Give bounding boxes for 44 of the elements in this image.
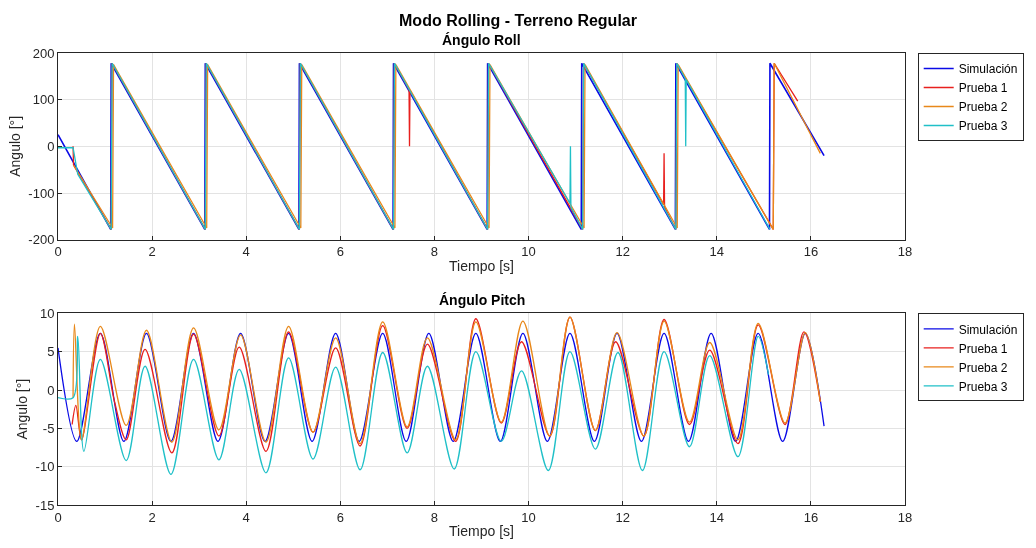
y-tick-label: -100	[28, 185, 55, 201]
x-tick-label: 2	[148, 509, 156, 525]
x-tick-label: 2	[148, 244, 156, 260]
x-tick-label: 18	[897, 509, 913, 525]
x-tick-label: 6	[336, 244, 344, 260]
x-tick-label: 16	[803, 244, 819, 260]
x-tick-label: 4	[242, 244, 250, 260]
y-axis-title: Angulo [°]	[14, 378, 31, 440]
y-tick-label: 200	[32, 45, 55, 61]
x-tick-label: 8	[430, 244, 439, 260]
x-tick-label: 6	[336, 509, 344, 525]
y-tick-label: 10	[39, 305, 55, 321]
y-tick-label: 100	[32, 92, 55, 108]
legend-label: Prueba 3	[958, 119, 1008, 134]
y-tick-label: 5	[47, 344, 55, 360]
legend-label: Prueba 2	[958, 100, 1008, 115]
legend-label: Prueba 3	[958, 379, 1008, 394]
chart-title: Modo Rolling - Terreno Regular	[399, 11, 637, 29]
x-tick-label: 14	[709, 509, 725, 525]
legend-label: Prueba 2	[958, 360, 1008, 375]
x-tick-label: 16	[803, 509, 819, 525]
y-tick-label: -10	[35, 459, 55, 475]
chart-subtitle: Ángulo Roll	[442, 32, 521, 48]
x-tick-label: 12	[615, 244, 630, 260]
x-axis-title: Tiempo [s]	[449, 257, 514, 274]
x-tick-label: 10	[521, 509, 536, 525]
y-tick-label: 0	[47, 138, 55, 154]
y-axis-title: Angulo [°]	[6, 115, 23, 177]
legend-label: Prueba 1	[958, 81, 1008, 96]
x-tick-label: 4	[242, 509, 250, 525]
legend-label: Simulación	[958, 322, 1018, 337]
x-tick-label: 18	[897, 244, 913, 260]
x-tick-label: 10	[521, 244, 536, 260]
legend-label: Prueba 1	[958, 341, 1008, 356]
y-tick-label: -5	[42, 420, 55, 436]
y-tick-label: -200	[28, 232, 55, 248]
x-axis-title: Tiempo [s]	[449, 522, 514, 539]
y-tick-label: -15	[35, 497, 55, 513]
x-tick-label: 12	[615, 509, 630, 525]
legend-label: Simulación	[958, 62, 1018, 77]
x-tick-label: 14	[709, 244, 725, 260]
x-tick-label: 8	[430, 509, 439, 525]
y-tick-label: 0	[47, 382, 55, 398]
chart-title: Ángulo Pitch	[439, 292, 526, 308]
